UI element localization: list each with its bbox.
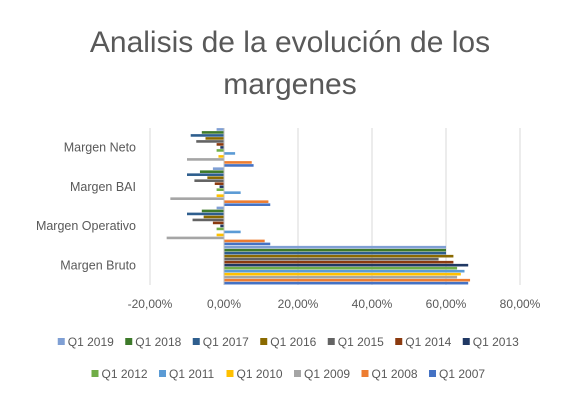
bar — [220, 224, 224, 228]
bars — [166, 128, 471, 285]
legend-swatch — [429, 370, 436, 377]
bar — [190, 134, 224, 137]
x-tick-labels: -20,00% 0,00% 20,00% 40,00% 60,00% 80,00% — [128, 297, 541, 311]
bar — [187, 158, 224, 161]
legend-swatch — [91, 370, 99, 377]
bar — [216, 233, 224, 237]
category-labels: Margen Neto Margen BAI Margen Operativo Mar… — [36, 141, 136, 273]
bar — [216, 188, 224, 191]
bar — [207, 176, 224, 179]
bar — [199, 170, 224, 173]
bar — [216, 206, 224, 210]
legend-label: Q1 2008 — [372, 367, 418, 381]
bar — [166, 236, 224, 240]
x-tick-label: 20,00% — [278, 297, 319, 311]
legend-swatch — [361, 370, 369, 377]
bar — [224, 260, 454, 264]
bar — [224, 269, 465, 273]
x-tick-label: 40,00% — [352, 297, 393, 311]
bar — [216, 149, 224, 152]
bar — [220, 146, 224, 149]
bar — [224, 275, 458, 279]
bar — [224, 203, 271, 206]
x-tick-label: 80,00% — [500, 297, 541, 311]
legend-swatch — [395, 338, 403, 345]
bar — [187, 212, 224, 216]
legend-label: Q1 2018 — [135, 335, 181, 349]
bar — [216, 194, 224, 197]
chart-title-line-1: Analisis de la evolución de los — [90, 26, 490, 59]
category-label: Margen Neto — [64, 141, 136, 155]
legend-label: Q1 2019 — [68, 335, 114, 349]
legend-label: Q1 2010 — [237, 367, 283, 381]
legend-label: Q1 2012 — [102, 367, 148, 381]
bar — [224, 242, 271, 246]
category-label: Margen Bruto — [60, 258, 136, 272]
bar — [196, 140, 224, 143]
bar — [187, 173, 224, 176]
bar — [192, 218, 224, 222]
bar — [216, 227, 224, 231]
legend-label: Q1 2009 — [304, 367, 350, 381]
bar — [219, 185, 224, 188]
legend-label: Q1 2015 — [338, 335, 384, 349]
category-label: Margen Operativo — [36, 219, 136, 233]
bar — [224, 266, 458, 270]
bar — [224, 251, 446, 255]
legend-swatch — [327, 338, 335, 345]
bar — [224, 239, 265, 243]
legend-swatch — [462, 338, 470, 345]
bar — [224, 161, 252, 164]
x-tick-label: 0,00% — [207, 297, 241, 311]
bar — [214, 182, 224, 185]
bar — [224, 248, 446, 252]
legend-label: Q1 2007 — [439, 367, 485, 381]
legend-label: Q1 2016 — [270, 335, 316, 349]
legend-swatch — [260, 338, 268, 345]
bar — [218, 155, 224, 158]
bar — [170, 197, 224, 200]
bar — [224, 191, 241, 194]
bar — [201, 131, 224, 134]
category-label: Margen BAI — [70, 180, 136, 194]
bar — [224, 230, 241, 234]
bar — [224, 200, 269, 203]
bar — [216, 128, 224, 131]
bar — [194, 179, 224, 182]
bar — [224, 257, 439, 261]
bar — [224, 263, 469, 267]
bar — [224, 272, 461, 276]
legend-swatch — [57, 338, 65, 345]
legend-label: Q1 2013 — [473, 335, 519, 349]
chart-title-line-2: margenes — [223, 68, 356, 101]
bar — [216, 143, 224, 146]
legend-swatch — [125, 338, 133, 345]
bar — [212, 221, 224, 225]
bar — [224, 245, 446, 249]
bar — [201, 209, 224, 213]
bar — [224, 152, 236, 155]
legend: Q1 2019 Q1 2018 Q1 2017 Q1 2016 Q1 2015 Q1 20… — [57, 335, 519, 381]
bar — [224, 254, 454, 258]
bar — [224, 164, 254, 167]
bar — [212, 167, 224, 170]
legend-swatch — [294, 370, 301, 377]
legend-swatch — [226, 370, 234, 377]
bar — [224, 278, 471, 282]
bar — [205, 137, 224, 140]
legend-swatch — [159, 370, 166, 377]
x-tick-label: 60,00% — [426, 297, 467, 311]
legend-label: Q1 2017 — [203, 335, 249, 349]
legend-label: Q1 2011 — [169, 367, 214, 381]
legend-label: Q1 2014 — [405, 335, 451, 349]
x-tick-label: -20,00% — [128, 297, 173, 311]
bar — [203, 215, 224, 219]
bar — [224, 281, 469, 285]
legend-swatch — [192, 338, 200, 345]
